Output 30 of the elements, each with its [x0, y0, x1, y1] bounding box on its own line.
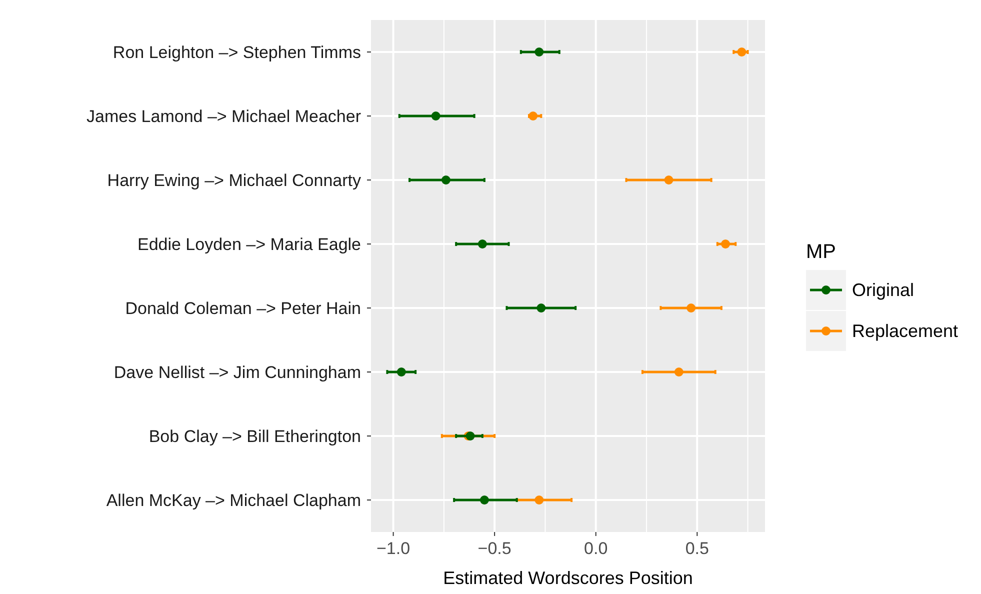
point: [721, 240, 730, 248]
point: [441, 176, 450, 184]
point: [478, 240, 487, 248]
point: [664, 176, 674, 184]
y-tick-label: Donald Coleman –> Peter Hain: [125, 299, 361, 318]
point: [480, 496, 489, 504]
point: [396, 368, 406, 376]
point: [534, 48, 544, 56]
point: [534, 496, 544, 504]
y-tick-label: Allen McKay –> Michael Clapham: [106, 491, 361, 510]
point: [737, 48, 746, 56]
x-tick-label: −1.0: [376, 539, 410, 558]
point: [528, 112, 538, 120]
point: [686, 304, 696, 312]
y-tick-label: James Lamond –> Michael Meacher: [86, 107, 362, 126]
y-tick-label: Ron Leighton –> Stephen Timms: [112, 43, 361, 62]
y-tick-label: Dave Nellist –> Jim Cunningham: [114, 363, 361, 382]
x-axis-title: Estimated Wordscores Position: [443, 568, 693, 588]
point: [674, 368, 684, 376]
y-tick-label: Bob Clay –> Bill Etherington: [148, 427, 361, 446]
legend-label: Replacement: [852, 321, 958, 341]
y-tick-label: Eddie Loyden –> Maria Eagle: [137, 235, 361, 254]
x-tick-label: 0.5: [685, 539, 709, 558]
x-tick-label: 0.0: [584, 539, 608, 558]
x-tick-label: −0.5: [478, 539, 512, 558]
point: [536, 304, 546, 312]
point: [431, 112, 440, 120]
y-tick-label: Harry Ewing –> Michael Connarty: [107, 171, 362, 190]
legend-label: Original: [852, 280, 914, 300]
legend-title: MP: [806, 241, 836, 263]
